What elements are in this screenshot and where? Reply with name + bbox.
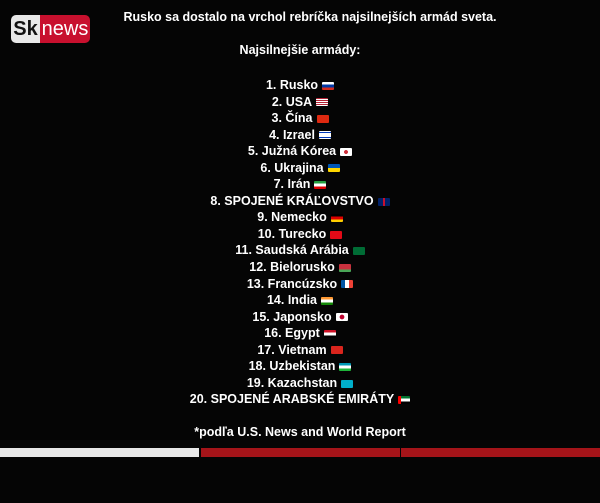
list-item: 12. Bielorusko (0, 259, 600, 276)
list-item: 9. Nemecko (0, 209, 600, 226)
country-label: 1. Rusko (265, 78, 319, 92)
ranking-list: 1. Rusko 2. USA 3. Čína 4. Izrael 5. Južná K… (0, 77, 600, 408)
progress-segment-3[interactable] (401, 448, 600, 457)
country-label: 15. Japonsko (252, 309, 332, 324)
flag-icon (323, 329, 336, 338)
footnote: *podľa U.S. News and World Report (194, 425, 406, 439)
country-label: 14. India (266, 293, 318, 308)
country-label: 2. USA (271, 94, 313, 109)
flag-icon (316, 98, 329, 107)
flag-icon (339, 363, 352, 371)
list-item: 4. Izrael (0, 127, 600, 144)
sknews-logo: Sk news (11, 15, 90, 43)
flag-icon (330, 346, 343, 355)
flag-icon (335, 313, 348, 322)
flag-icon (398, 396, 411, 405)
logo-news: news (40, 15, 90, 43)
logo-sk: Sk (11, 15, 40, 43)
flag-icon (316, 114, 329, 123)
list-item: 2. USA (0, 94, 600, 111)
flag-icon (341, 379, 354, 388)
progress-segment-2[interactable] (201, 448, 400, 457)
flag-icon (327, 164, 340, 173)
country-label: 16. Egypt (264, 326, 320, 341)
list-item: 7. Irán (0, 176, 600, 193)
list-item: 5. Južná Kórea (0, 143, 600, 160)
country-label: 20. SPOJENÉ ARABSKÉ EMIRÁTY (189, 392, 395, 407)
country-label: 17. Vietnam (257, 342, 327, 357)
country-label: 11. Saudská Arábia (235, 243, 349, 258)
country-label: 3. Čína (271, 111, 313, 126)
list-item: 17. Vietnam (0, 342, 600, 359)
flag-icon (318, 131, 331, 140)
list-item: 6. Ukrajina (0, 160, 600, 177)
flag-icon (352, 247, 365, 256)
progress-segment-1[interactable] (0, 448, 199, 457)
flag-icon (340, 147, 353, 156)
list-item: 13. Francúzsko (0, 276, 600, 293)
country-label: 7. Irán (273, 177, 311, 192)
flag-icon (322, 81, 335, 90)
headline: Rusko sa dostalo na vrchol rebríčka najs… (123, 10, 497, 24)
flag-icon (338, 263, 351, 272)
flag-icon (321, 296, 334, 305)
list-item: 16. Egypt (0, 325, 600, 342)
list-item: 18. Uzbekistan (0, 358, 600, 375)
flag-icon (341, 280, 354, 289)
list-item: 11. Saudská Arábia (0, 242, 600, 259)
country-label: 4. Izrael (269, 127, 315, 142)
list-item: 10. Turecko (0, 226, 600, 243)
country-label: 19. Kazachstan (246, 375, 338, 390)
country-label: 8. SPOJENÉ KRÁĽOVSTVO (210, 193, 374, 208)
country-label: 9. Nemecko (257, 210, 327, 225)
flag-icon (377, 197, 390, 206)
list-item: 15. Japonsko (0, 309, 600, 326)
country-label: 6. Ukrajina (260, 160, 324, 175)
flag-icon (330, 214, 343, 223)
list-item: 19. Kazachstan (0, 375, 600, 392)
list-item: 1. Rusko (0, 77, 600, 94)
country-label: 12. Bielorusko (249, 260, 335, 275)
country-label: 10. Turecko (257, 226, 327, 241)
list-heading: Najsilnejšie armády: (239, 43, 361, 57)
country-label: 5. Južná Kórea (247, 144, 337, 159)
list-item: 8. SPOJENÉ KRÁĽOVSTVO (0, 193, 600, 210)
flag-icon (314, 180, 327, 189)
list-item: 14. India (0, 292, 600, 309)
list-item: 3. Čína (0, 110, 600, 127)
list-item: 20. SPOJENÉ ARABSKÉ EMIRÁTY (0, 391, 600, 408)
flag-icon (330, 230, 343, 239)
country-label: 13. Francúzsko (246, 276, 338, 291)
country-label: 18. Uzbekistan (248, 359, 336, 374)
